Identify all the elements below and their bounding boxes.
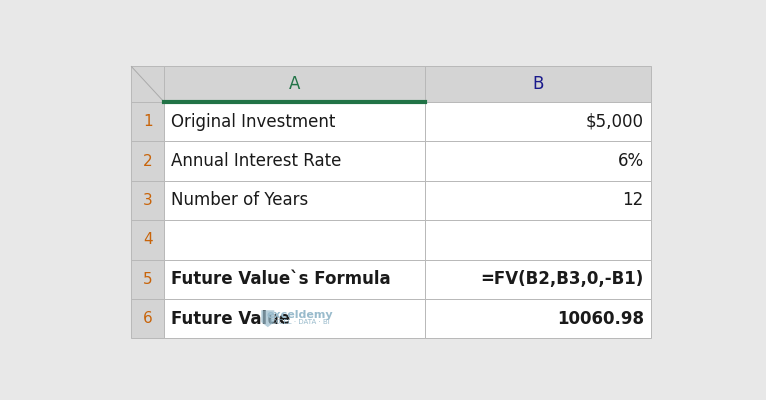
Text: A: A: [289, 75, 300, 93]
Bar: [132, 141, 164, 181]
Text: 2: 2: [143, 154, 152, 168]
Bar: [425, 181, 651, 220]
Text: 5: 5: [143, 272, 152, 287]
Text: B: B: [532, 75, 544, 93]
Bar: [132, 181, 164, 220]
Bar: [132, 299, 164, 338]
Bar: [132, 260, 164, 299]
Text: $5,000: $5,000: [586, 113, 643, 131]
Text: 6%: 6%: [617, 152, 643, 170]
Bar: [425, 141, 651, 181]
Bar: [425, 220, 651, 260]
Bar: [425, 299, 651, 338]
Text: Annual Interest Rate: Annual Interest Rate: [171, 152, 342, 170]
Text: exceldemy: exceldemy: [267, 310, 333, 320]
Text: Future Value: Future Value: [171, 310, 290, 328]
Text: 6: 6: [142, 311, 152, 326]
Text: Original Investment: Original Investment: [171, 113, 336, 131]
Bar: [132, 66, 164, 102]
Text: Future Value`s Formula: Future Value`s Formula: [171, 270, 391, 288]
Text: 4: 4: [143, 232, 152, 247]
Polygon shape: [261, 310, 274, 327]
Bar: [164, 102, 425, 141]
Bar: [164, 220, 425, 260]
Text: Number of Years: Number of Years: [171, 192, 309, 210]
Bar: [164, 299, 425, 338]
Bar: [164, 66, 425, 102]
Text: 10060.98: 10060.98: [557, 310, 643, 328]
Bar: [425, 102, 651, 141]
Bar: [132, 220, 164, 260]
Text: EXCEL · DATA · BI: EXCEL · DATA · BI: [270, 320, 329, 326]
Text: 1: 1: [143, 114, 152, 129]
Bar: [425, 66, 651, 102]
Bar: [164, 260, 425, 299]
Bar: [164, 181, 425, 220]
Text: 12: 12: [623, 192, 643, 210]
Bar: [132, 102, 164, 141]
Bar: [164, 141, 425, 181]
Text: 3: 3: [142, 193, 152, 208]
Text: =FV(B2,B3,0,-B1): =FV(B2,B3,0,-B1): [480, 270, 643, 288]
Bar: [425, 260, 651, 299]
